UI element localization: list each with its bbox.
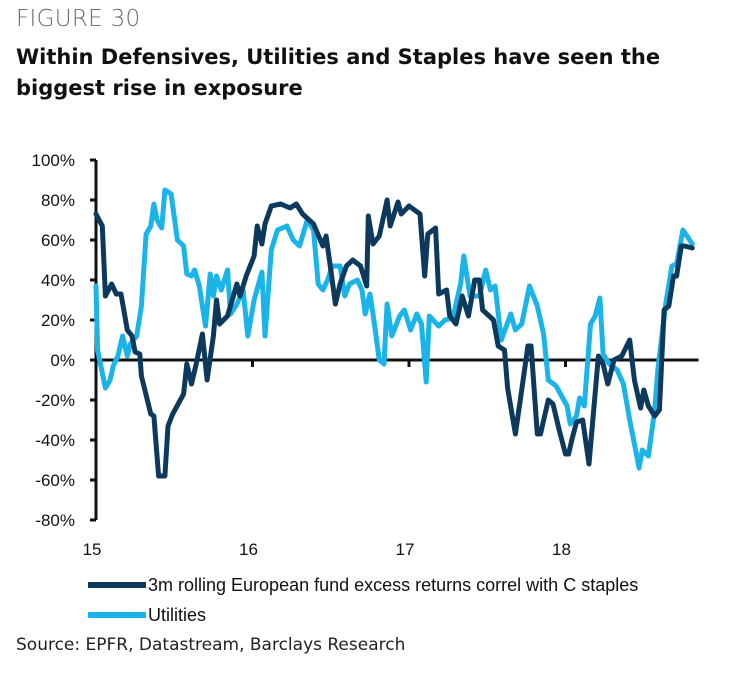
legend-swatch-staples <box>88 582 146 588</box>
series-line-staples <box>93 197 695 479</box>
y-tick-label: 20% <box>41 311 75 330</box>
y-tick-label: 100% <box>32 151 75 170</box>
legend-item-staples: 3m rolling European fund excess returns … <box>88 570 638 600</box>
y-tick-label: 60% <box>41 231 75 250</box>
legend-label-staples: 3m rolling European fund excess returns … <box>148 574 639 595</box>
figure-label: FIGURE 30 <box>16 6 141 32</box>
y-tick-label: -80% <box>35 511 75 530</box>
chart-title: Within Defensives, Utilities and Staples… <box>16 45 661 100</box>
y-tick-label: 40% <box>41 271 75 290</box>
legend-item-utilities: Utilities <box>88 600 638 630</box>
y-tick-label: -20% <box>35 391 75 410</box>
legend-label-utilities: Utilities <box>148 604 207 625</box>
x-tick-label: 16 <box>239 540 258 559</box>
x-tick-label: 18 <box>552 540 571 559</box>
legend: 3m rolling European fund excess returns … <box>88 570 638 630</box>
x-tick-label: 17 <box>396 540 415 559</box>
y-tick-label: -60% <box>35 471 75 490</box>
source-note: Source: EPFR, Datastream, Barclays Resea… <box>16 635 406 655</box>
series-line-utilities <box>93 187 695 471</box>
x-tick-label: 15 <box>83 540 102 559</box>
y-tick-label: 0% <box>50 351 75 370</box>
y-tick-label: -40% <box>35 431 75 450</box>
y-tick-label: 80% <box>41 191 75 210</box>
legend-swatch-utilities <box>88 612 146 618</box>
